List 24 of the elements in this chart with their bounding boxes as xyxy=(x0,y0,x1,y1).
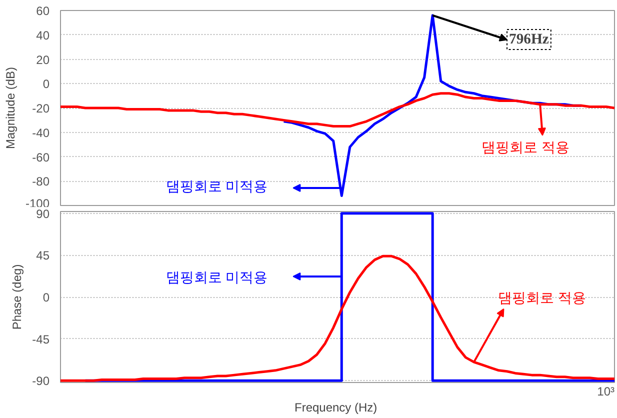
y-tick-label: -20 xyxy=(32,102,50,116)
y-tick-label: -90 xyxy=(32,374,50,388)
y-tick-label: 60 xyxy=(36,4,50,18)
y-tick-label: -80 xyxy=(32,174,50,189)
y-axis-title: Phase (deg) xyxy=(10,264,24,330)
y-tick-label: 45 xyxy=(36,248,50,263)
y-axis-title: Magnitude (dB) xyxy=(3,66,18,150)
legend-label: 댐핑회로 미적용 xyxy=(166,269,268,286)
y-tick-label: -60 xyxy=(32,150,50,164)
y-tick-label: -40 xyxy=(32,126,50,140)
line-series xyxy=(60,92,614,128)
y-tick-label: -45 xyxy=(32,332,50,346)
annotation: 796Hz xyxy=(509,32,550,48)
line-series xyxy=(60,254,614,382)
y-tick-label: 40 xyxy=(36,28,50,42)
legend-label: 댐핑회로 미적용 xyxy=(166,178,268,194)
text: 댐핑회로 적용 xyxy=(482,138,570,155)
y-tick-label: 90 xyxy=(36,206,50,221)
text: 댐핑회로 적용 xyxy=(498,290,586,306)
x-axis-title: Frequency (Hz) xyxy=(294,400,378,414)
y-tick-label: 0 xyxy=(42,290,50,304)
y-tick-label: 0 xyxy=(42,77,50,92)
y-tick-label: 20 xyxy=(36,52,50,67)
text: 10³ xyxy=(597,384,615,398)
